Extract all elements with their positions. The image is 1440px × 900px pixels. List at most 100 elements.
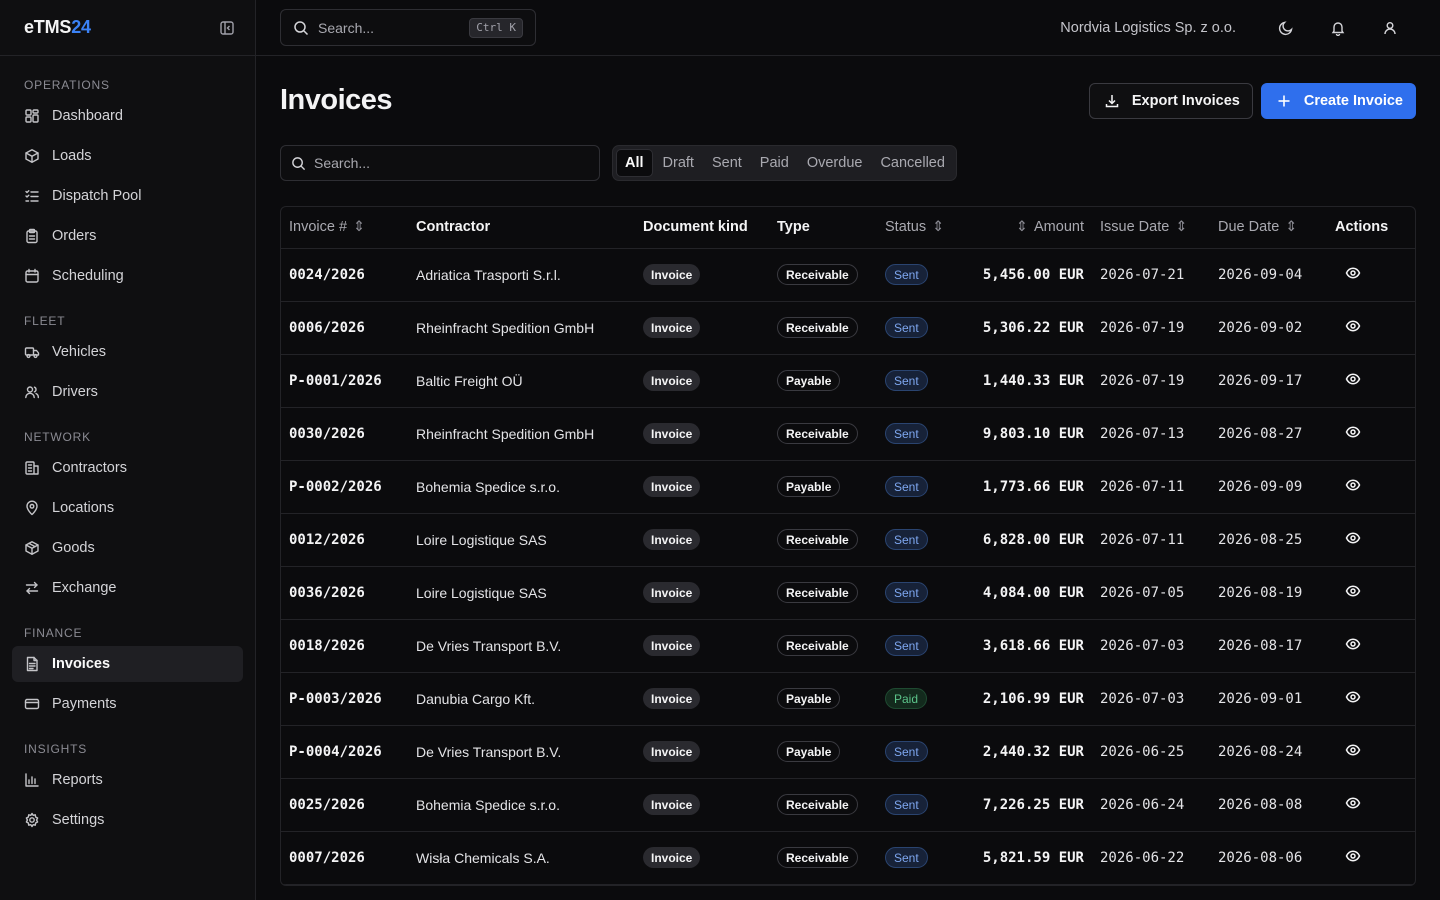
table-row[interactable]: 0012/2026 Loire Logistique SAS Invoice Rece… [281,513,1415,567]
actions-cell [1327,831,1415,885]
sort-icon[interactable]: ⇕ [353,219,366,236]
notifications-bell-icon[interactable] [1312,10,1364,46]
table-row[interactable]: P-0003/2026 Danubia Cargo Kft. Invoice Paya… [281,672,1415,726]
layout-grid-icon [24,108,40,124]
tab-draft[interactable]: Draft [662,155,694,171]
sidebar-item-invoices[interactable]: Invoices [12,646,243,682]
sidebar-item-reports[interactable]: Reports [12,762,243,798]
invoice-number[interactable]: P-0003/2026 [281,672,408,726]
status-badge: Paid [885,688,928,709]
view-eye-icon[interactable] [1345,636,1361,652]
invoice-number[interactable]: 0025/2026 [281,778,408,832]
invoice-number[interactable]: 0024/2026 [281,248,408,302]
invoice-number[interactable]: 0030/2026 [281,407,408,461]
sidebar-item-loads[interactable]: Loads [12,138,243,174]
sidebar-item-dashboard[interactable]: Dashboard [12,98,243,134]
document-kind-cell: Invoice [635,619,769,673]
sidebar-item-payments[interactable]: Payments [12,686,243,722]
table-row[interactable]: P-0004/2026 De Vries Transport B.V. Invoic… [281,725,1415,779]
table-row[interactable]: 0006/2026 Rheinfracht Spedition GmbH Invoi… [281,301,1415,355]
table-row[interactable]: P-0002/2026 Bohemia Spedice s.r.o. Invoice… [281,460,1415,514]
theme-toggle-moon-icon[interactable] [1260,10,1312,46]
nav-section-label: FLEET [24,314,66,328]
export-invoices-button[interactable]: Export Invoices [1088,82,1253,119]
invoice-number[interactable]: P-0002/2026 [281,460,408,514]
table-row[interactable]: P-0001/2026 Baltic Freight OÜ Invoice Payab… [281,354,1415,408]
view-eye-icon[interactable] [1345,477,1361,493]
table-row[interactable]: 0036/2026 Loire Logistique SAS Invoice Rece… [281,566,1415,620]
view-eye-icon[interactable] [1345,689,1361,705]
invoice-number[interactable]: 0007/2026 [281,831,408,885]
contractor-name: De Vries Transport B.V. [408,725,635,779]
column-header-amount[interactable]: ⇕ Amount [974,207,1092,249]
invoice-number[interactable]: 0012/2026 [281,513,408,567]
sidebar-item-label: Exchange [52,580,117,596]
view-eye-icon[interactable] [1345,530,1361,546]
tab-overdue[interactable]: Overdue [806,155,863,171]
table-row[interactable]: 0025/2026 Bohemia Spedice s.r.o. Invoice Re… [281,778,1415,832]
sidebar-item-label: Goods [52,540,95,556]
type-cell: Payable [769,354,877,408]
invoice-number[interactable]: 0036/2026 [281,566,408,620]
column-header-due-date[interactable]: Due Date ⇕ [1210,207,1327,249]
sidebar-item-orders[interactable]: Orders [12,218,243,254]
global-search-input[interactable]: Search... Ctrl K [280,9,536,46]
actions-cell [1327,672,1415,726]
document-kind-cell: Invoice [635,831,769,885]
column-header-invoice-number[interactable]: Invoice # ⇕ [281,207,408,249]
due-date: 2026-08-24 [1210,725,1327,779]
view-eye-icon[interactable] [1345,424,1361,440]
sort-icon[interactable]: ⇕ [1175,219,1188,236]
sidebar-item-label: Drivers [52,384,98,400]
sidebar-toggle-icon[interactable] [219,20,235,36]
status-cell: Sent [877,513,974,567]
tab-all[interactable]: All [616,149,653,177]
table-row[interactable]: 0018/2026 De Vries Transport B.V. Invoice R… [281,619,1415,673]
sort-icon[interactable]: ⇕ [1015,219,1029,236]
invoice-number[interactable]: 0018/2026 [281,619,408,673]
sidebar-item-settings[interactable]: Settings [12,802,243,838]
table-row[interactable]: 0024/2026 Adriatica Trasporti S.r.l. Invoi… [281,248,1415,302]
type-cell: Payable [769,725,877,779]
view-eye-icon[interactable] [1345,795,1361,811]
view-eye-icon[interactable] [1345,583,1361,599]
view-eye-icon[interactable] [1345,848,1361,864]
sidebar-item-dispatch-pool[interactable]: Dispatch Pool [12,178,243,214]
sort-icon[interactable]: ⇕ [932,219,945,236]
company-name: Nordvia Logistics Sp. z o.o. [1060,19,1236,36]
sidebar-item-scheduling[interactable]: Scheduling [12,258,243,294]
invoice-number[interactable]: P-0001/2026 [281,354,408,408]
tab-paid[interactable]: Paid [759,155,789,171]
user-profile-icon[interactable] [1364,10,1416,46]
view-eye-icon[interactable] [1345,371,1361,387]
sidebar-item-vehicles[interactable]: Vehicles [12,334,243,370]
view-eye-icon[interactable] [1345,742,1361,758]
column-header-contractor: Contractor [408,207,635,249]
view-eye-icon[interactable] [1345,265,1361,281]
sidebar-item-goods[interactable]: Goods [12,530,243,566]
tab-sent[interactable]: Sent [711,155,742,171]
sidebar-item-drivers[interactable]: Drivers [12,374,243,410]
sidebar-item-contractors[interactable]: Contractors [12,450,243,486]
column-header-status[interactable]: Status ⇕ [877,207,974,249]
table-row[interactable]: 0007/2026 Wisła Chemicals S.A. Invoice Rece… [281,831,1415,885]
table-row[interactable]: 0030/2026 Rheinfracht Spedition GmbH Invoi… [281,407,1415,461]
sidebar-item-exchange[interactable]: Exchange [12,570,243,606]
status-cell: Sent [877,460,974,514]
amount: 1,773.66 EUR [974,460,1092,514]
sort-icon[interactable]: ⇕ [1285,219,1298,236]
app-logo[interactable]: eTMS24 [24,17,91,37]
status-badge: Sent [885,529,928,550]
invoice-number[interactable]: P-0004/2026 [281,725,408,779]
contractor-name: Adriatica Trasporti S.r.l. [408,248,635,302]
create-invoice-button[interactable]: Create Invoice [1260,82,1416,119]
view-eye-icon[interactable] [1345,318,1361,334]
invoice-search-input[interactable]: Search... [280,145,600,181]
column-header-issue-date[interactable]: Issue Date ⇕ [1092,207,1210,249]
column-header-actions: Actions [1327,207,1415,249]
tab-cancelled[interactable]: Cancelled [880,155,945,171]
shortcut-hint: Ctrl K [469,17,523,38]
status-badge: Sent [885,476,928,497]
sidebar-item-locations[interactable]: Locations [12,490,243,526]
invoice-number[interactable]: 0006/2026 [281,301,408,355]
